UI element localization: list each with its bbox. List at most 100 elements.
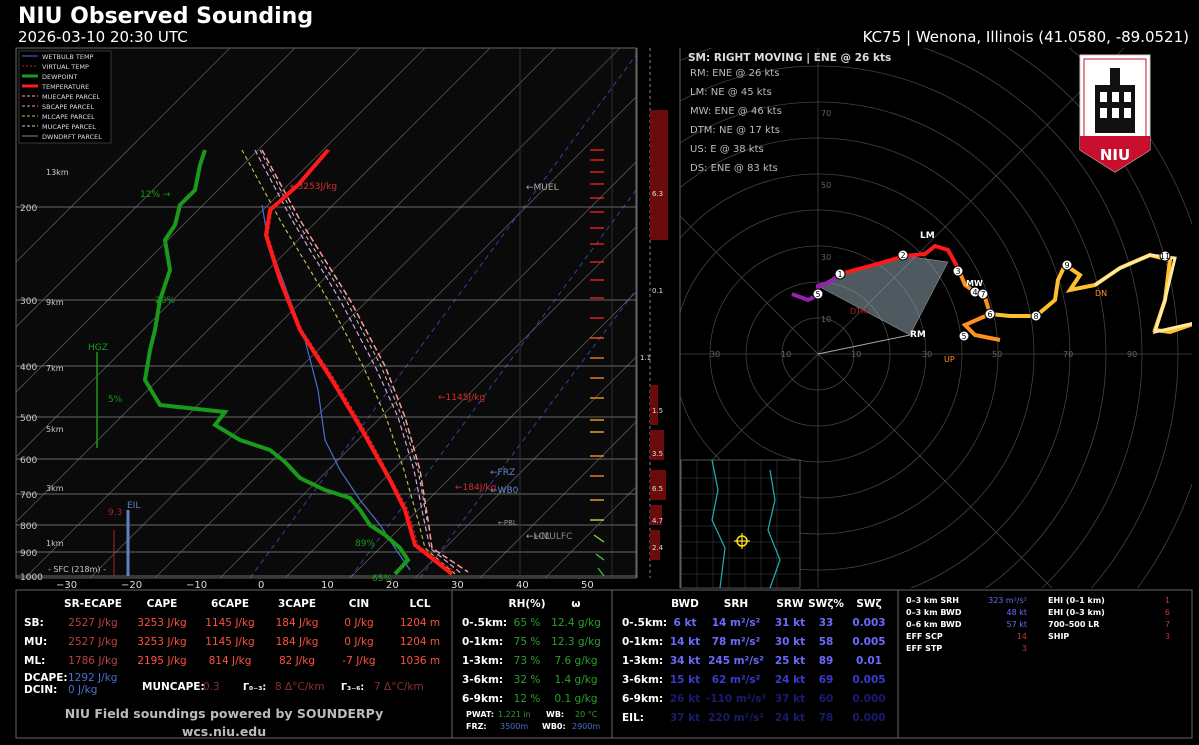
isotherm-lines [16,48,636,578]
cape-cell: 3253 J/kg [137,636,186,648]
hodo-trace-top-light [1094,253,1192,335]
frz-label: FRZ: [466,722,487,731]
kin-cell: 24 kt [775,674,805,686]
svg-text:2: 2 [900,251,905,260]
sfc-label: - SFC (218m) - [48,565,106,574]
index-value: 57 kt [1007,620,1028,629]
index-label: 0–3 km SRH [906,596,959,605]
moist-header: RH(%) [509,598,546,610]
cape-cell: 184 J/kg [276,617,319,629]
cape-cell: 184 J/kg [276,636,319,648]
storm-motions: SM: RIGHT MOVING | ENE @ 26 kts RM: ENE … [688,52,891,174]
svg-text:11: 11 [1160,252,1170,261]
gamma36-value: 7 Δ°C/km [374,681,424,693]
height-label: 9km [46,298,64,307]
up-marker: UP [944,355,955,364]
index-label: EFF STP [906,644,942,653]
row-label: 1-3km: [622,655,663,667]
shear-value: 6.5 [652,485,663,493]
kin-header: SRH [724,598,748,610]
kin-header: SRW [776,598,804,610]
dcape-label: DCAPE: [24,672,68,684]
temperature-axis: −30 −20 −10 0 10 20 30 40 50 [56,580,594,591]
pwat-label: PWAT: [466,710,494,719]
mlcape-parcel [241,149,456,575]
kin-cell: 31 kt [775,617,805,629]
temp-tick-label: 50 [581,580,594,591]
cape-header: SR-ECAPE [64,598,122,610]
cape-cell: 814 J/kg [209,655,252,667]
height-label: 5km [46,425,64,434]
lcl-label: ←LCL [526,532,550,542]
legend-entry: MLCAPE PARCEL [42,113,95,121]
axis-label: 10 [851,350,861,359]
cape-header: CAPE [147,598,178,610]
footer-url: wcs.niu.edu [182,724,266,739]
rm-marker: RM [910,330,926,340]
dcin-value: 0 J/kg [68,684,97,696]
dtm-marker: DTM [850,307,868,316]
index-value: 323 m²/s² [988,596,1027,605]
cape-annotation: ←184J/kg [455,483,496,493]
pressure-label: 300 [20,297,37,307]
row-label: 0-1km: [622,636,663,648]
cape-header: 3CAPE [278,598,316,610]
lm-marker: LM [920,231,935,241]
station-info: KC75 | Wenona, Illinois (41.0580, -89.05… [862,28,1189,46]
wind-barbs [590,149,605,577]
shear-value: 3.5 [652,450,663,458]
kin-cell: 0.003 [852,617,885,629]
shear-value: 1.1 [640,354,651,362]
wb0-label: ←WB0 [490,486,519,496]
cape-cell: 1145 J/kg [205,617,254,629]
kin-cell: 0.000 [852,693,885,705]
kin-cell: 33 [819,617,834,629]
muel-label: ←MUEL [526,183,559,193]
kin-cell: 6 kt [674,617,697,629]
temp-tick-label: −10 [186,580,207,591]
axis-label: 70 [1063,350,1073,359]
kin-cell: 78 m²/s² [712,636,761,648]
pressure-label: 800 [20,522,37,532]
cape-cell: 1145 J/kg [205,636,254,648]
shear-value: 2.4 [652,544,664,552]
hodo-markers: LM RM MW DN UP DTM [850,231,1107,364]
row-label: EIL: [622,712,644,724]
dn-marker: DN [1095,289,1107,298]
kin-cell: 89 [819,655,834,667]
svg-text:1: 1 [837,270,842,279]
ring-label: 70 [821,109,831,118]
pressure-axis: 200 300 400 500 600 700 800 900 1000 [20,204,43,583]
muncape-value: 0.3 [203,681,220,693]
kin-cell: 0.005 [852,674,885,686]
rh-cell: 12 % [514,693,541,705]
temp-tick-label: 10 [321,580,334,591]
pressure-label: 1000 [20,573,43,583]
mr-cell: 12.3 g/kg [551,636,601,648]
kinematics-table-content: BWD SRH SRW SWζ% SWζ 0-.5km: 0-1km: 1-3k… [622,598,886,724]
kin-cell: 62 m²/s² [712,674,761,686]
height-axis: 13km 9km 7km 5km 3km 1km [46,168,69,548]
rh-cell: 73 % [514,655,541,667]
pressure-label: 500 [20,414,37,424]
index-value: 1 [1165,596,1170,605]
kin-cell: 220 m²/s² [708,712,764,724]
index-value: 48 kt [1007,608,1028,617]
temp-tick-label: 40 [516,580,529,591]
pressure-label: 600 [20,456,37,466]
storm-motion-ds: DS: ENE @ 83 kts [690,163,778,174]
pressure-label: 400 [20,363,37,373]
kin-cell: 14 m²/s² [712,617,761,629]
ring-label: 30 [821,253,831,262]
row-label: 0-.5km: [622,617,667,629]
temp-tick-label: 0 [258,580,264,591]
kin-cell: 37 kt [670,712,700,724]
axis-label: 50 [992,350,1002,359]
cape-cell: 82 J/kg [279,655,315,667]
wb-label: WB: [546,710,564,719]
index-label: EFF SCP [906,632,943,641]
shear-value: 1.5 [652,407,663,415]
rh-label: 5% [108,395,123,405]
legend-entry: DWNDRFT PARCEL [42,133,102,141]
row-label: 6-9km: [622,693,663,705]
